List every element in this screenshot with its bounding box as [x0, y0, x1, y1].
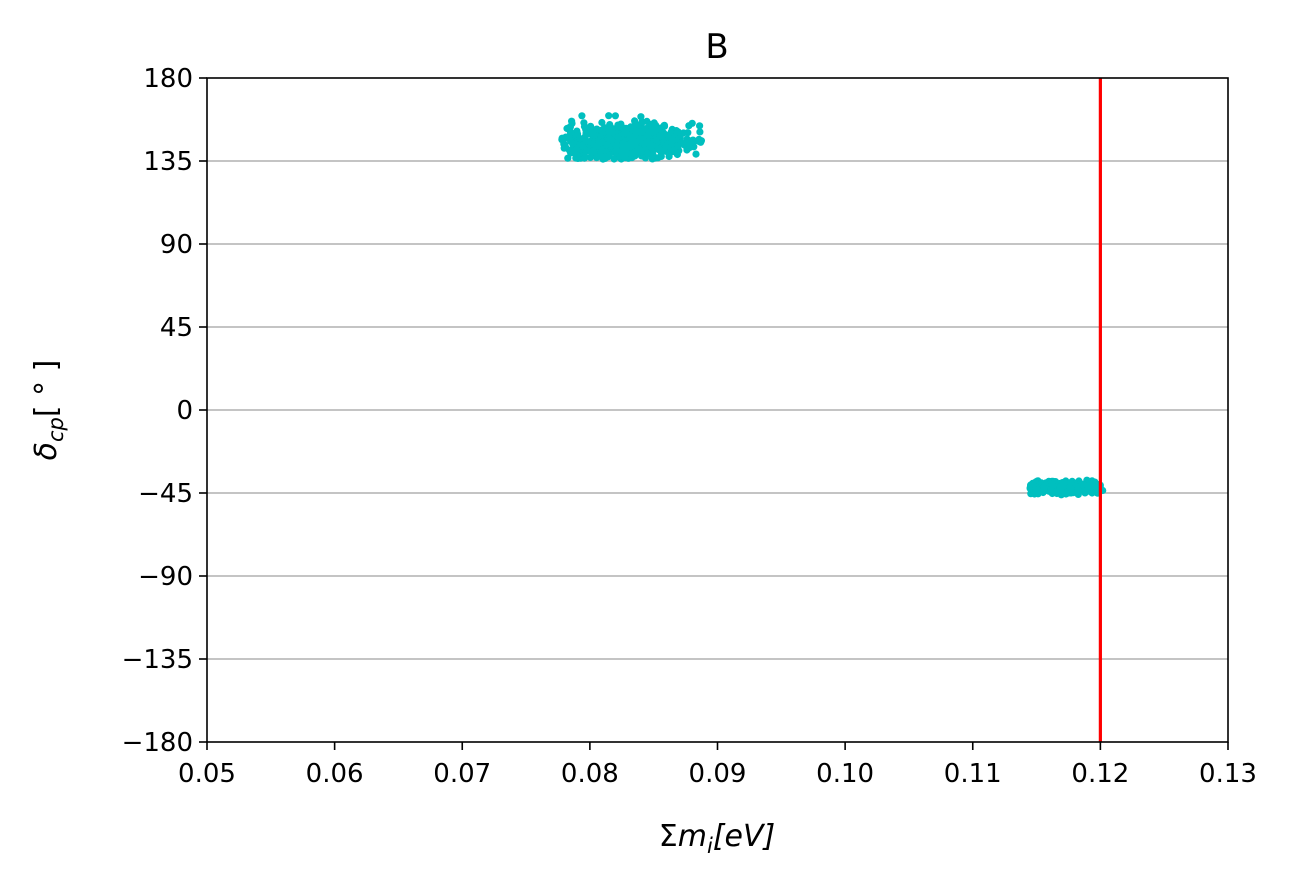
scatter-point	[599, 155, 607, 163]
scatter-point	[638, 118, 646, 126]
scatter-point	[582, 137, 590, 145]
y-tick-label: 135	[143, 147, 193, 177]
scatter-point	[1091, 488, 1100, 496]
scatter-point	[668, 135, 677, 143]
scatter-point	[639, 128, 647, 136]
scatter-point	[564, 154, 572, 162]
scatter-point	[674, 128, 682, 136]
scatter-point	[1065, 483, 1074, 491]
scatter-point	[614, 121, 622, 129]
scatter-point	[621, 129, 629, 137]
scatter-point	[648, 141, 657, 150]
scatter-point	[593, 142, 601, 150]
y-tick-label: 180	[143, 64, 193, 94]
scatter-point	[1084, 483, 1092, 491]
x-tick-label: 0.06	[306, 759, 364, 789]
scatter-point	[660, 122, 669, 130]
y-label-unit: [ ° ]	[29, 360, 64, 417]
scatter-point	[1062, 490, 1070, 498]
scatter-points	[558, 112, 1107, 499]
chart-title: B	[705, 27, 728, 67]
scatter-point	[1092, 481, 1100, 489]
scatter-point	[608, 125, 617, 133]
scatter-point	[611, 112, 620, 120]
scatter-point	[683, 146, 691, 154]
scatter-point	[657, 152, 665, 160]
scatter-point	[605, 112, 613, 120]
scatter-point	[1040, 485, 1048, 494]
x-label-sigma: Σ	[659, 819, 678, 854]
scatter-point	[652, 126, 660, 134]
scatter-point	[561, 141, 569, 149]
scatter-point	[616, 152, 624, 160]
scatter-point	[565, 133, 574, 142]
scatter-point	[593, 154, 601, 162]
x-tick-label: 0.07	[433, 759, 491, 789]
scatter-point	[580, 123, 589, 131]
scatter-point	[1052, 488, 1060, 496]
y-tick-label: 45	[160, 313, 193, 343]
x-tick-label: 0.09	[689, 759, 747, 789]
scatter-point	[597, 147, 605, 155]
x-tick-label: 0.12	[1071, 759, 1129, 789]
scatter-point	[670, 146, 679, 154]
scatter-point	[635, 145, 644, 153]
scatter-point	[656, 132, 664, 140]
x-tick-label: 0.11	[944, 759, 1002, 789]
scatter-point	[614, 133, 623, 141]
scatter-point	[1047, 479, 1055, 488]
y-tick-label: 90	[160, 230, 193, 260]
scatter-point	[646, 128, 654, 136]
y-tick-label: 0	[176, 396, 193, 426]
scatter-point	[1078, 480, 1086, 488]
y-label-subscript: cp	[44, 417, 68, 442]
x-axis-ticks: 0.05 0.06 0.07 0.08 0.09 0.10 0.11 0.12 0.13	[178, 742, 1257, 789]
x-label-unit: [eV]	[713, 819, 775, 854]
scatter-point	[643, 150, 652, 158]
scatter-point	[565, 124, 573, 132]
y-tick-label: −90	[138, 562, 193, 592]
scatter-point	[578, 112, 586, 120]
y-axis-ticks: 180 135 90 45 0 −45 −90 −135 −180	[122, 64, 207, 758]
x-tick-label: 0.13	[1199, 759, 1257, 789]
scatter-point	[580, 154, 589, 162]
scatter-point	[598, 126, 606, 134]
scatter-point	[696, 122, 704, 130]
x-label-subscript: i	[707, 834, 713, 858]
scatter-point	[622, 141, 630, 149]
scatter-point	[598, 118, 606, 127]
y-label-delta: δ	[29, 442, 64, 460]
x-tick-label: 0.08	[561, 759, 619, 789]
x-axis-label: Σmi[eV]	[659, 819, 775, 858]
x-label-m: m	[678, 819, 707, 854]
grid-lines	[207, 160, 1228, 660]
scatter-point	[572, 154, 580, 162]
scatter-point	[612, 141, 620, 149]
scatter-point	[1032, 485, 1040, 494]
scatter-point	[692, 150, 700, 158]
y-axis-label: δcp[ ° ]	[29, 360, 68, 461]
scatter-point	[684, 129, 692, 137]
scatter-point	[696, 128, 704, 136]
y-tick-label: −180	[122, 728, 193, 758]
scatter-point	[643, 138, 652, 146]
x-tick-label: 0.10	[816, 759, 874, 789]
scatter-point	[654, 145, 662, 154]
scatter-point	[598, 138, 607, 146]
scatter-point	[688, 119, 696, 127]
scatter-point	[574, 130, 582, 138]
scatter-point	[587, 128, 595, 136]
scatter-point	[587, 148, 595, 156]
scatter-point	[681, 140, 689, 148]
scatter-point	[649, 151, 657, 159]
scatter-point	[697, 138, 705, 146]
scatter-point	[1069, 489, 1077, 497]
y-tick-label: −135	[122, 645, 193, 675]
x-tick-label: 0.05	[178, 759, 236, 789]
y-tick-label: −45	[138, 479, 193, 509]
